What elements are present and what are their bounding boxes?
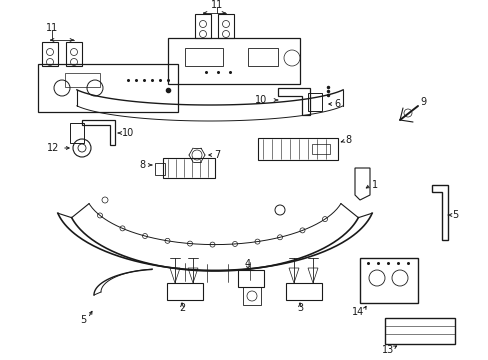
Bar: [243, 287, 261, 305]
Text: 14: 14: [351, 307, 364, 317]
Bar: [218, 14, 234, 38]
Text: 7: 7: [214, 150, 220, 160]
Bar: [65, 73, 100, 87]
Text: 5: 5: [80, 315, 86, 325]
Text: 8: 8: [139, 160, 145, 170]
Bar: [168, 38, 299, 84]
Bar: [195, 14, 210, 38]
Text: 10: 10: [254, 95, 267, 105]
Text: 6: 6: [333, 99, 340, 109]
Bar: [155, 163, 164, 175]
Bar: [238, 270, 264, 287]
Text: 10: 10: [122, 128, 134, 138]
Text: 3: 3: [296, 303, 303, 313]
Bar: [285, 283, 321, 300]
Bar: [307, 93, 321, 111]
Bar: [66, 42, 82, 66]
Text: 8: 8: [345, 135, 350, 145]
Text: 5: 5: [451, 210, 457, 220]
Text: 11: 11: [210, 0, 223, 10]
Text: 4: 4: [244, 259, 250, 269]
Bar: [70, 123, 84, 143]
Bar: [311, 144, 329, 154]
Bar: [184, 48, 223, 66]
Bar: [38, 64, 178, 112]
Text: 12: 12: [47, 143, 59, 153]
Bar: [258, 138, 337, 160]
Text: 9: 9: [419, 97, 425, 107]
Bar: [247, 48, 278, 66]
Bar: [163, 158, 215, 178]
Bar: [167, 283, 203, 300]
Bar: [359, 258, 417, 303]
Text: 11: 11: [46, 23, 58, 33]
Bar: [42, 42, 58, 66]
Text: 13: 13: [381, 345, 393, 355]
Text: 2: 2: [179, 303, 185, 313]
Text: 1: 1: [371, 180, 377, 190]
Bar: [384, 318, 454, 344]
